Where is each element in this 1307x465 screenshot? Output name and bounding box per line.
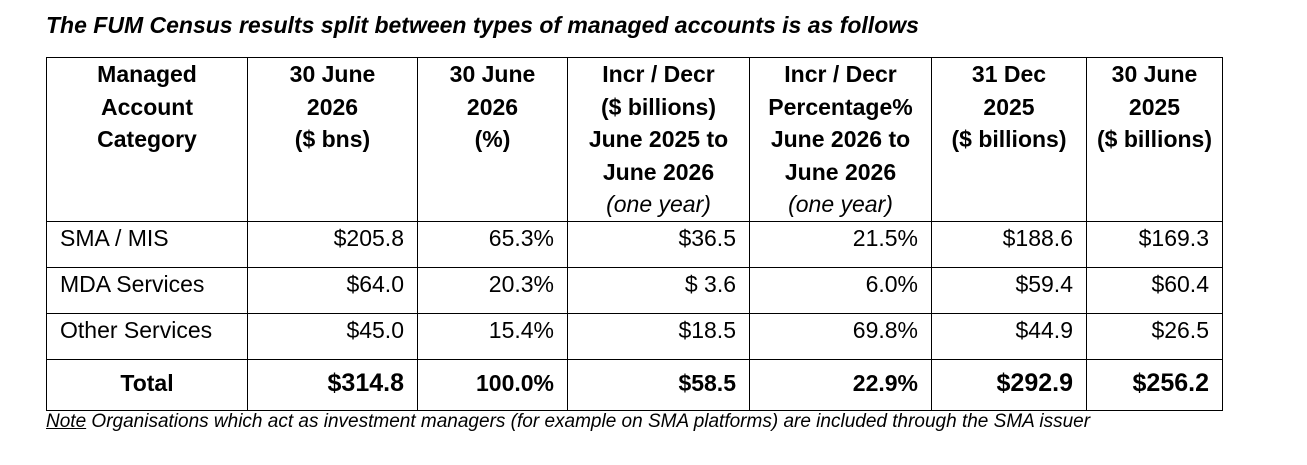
header-line: ($ bns): [294, 126, 371, 152]
table-row: SMA / MIS $205.8 65.3% $36.5 21.5% $188.…: [46, 220, 1223, 268]
header-line: 2026: [466, 93, 519, 120]
total-value-cell: $314.8: [247, 358, 418, 411]
value-cell: 15.4%: [417, 312, 568, 360]
value-cell: $64.0: [247, 266, 418, 314]
value-cell: $60.4: [1086, 266, 1223, 314]
header-line: Incr / Decr: [784, 61, 897, 87]
value-cell: 6.0%: [749, 266, 932, 314]
value-cell: 21.5%: [749, 220, 932, 268]
total-value-cell: $292.9: [931, 358, 1087, 411]
header-line: Category: [97, 126, 197, 152]
value-cell: 20.3%: [417, 266, 568, 314]
header-italic-line: (one year): [788, 191, 893, 217]
header-line: Managed: [97, 61, 197, 87]
header-line: 30 June: [449, 61, 536, 87]
header-line: 2025: [1128, 93, 1181, 120]
value-cell: $169.3: [1086, 220, 1223, 268]
value-cell: $18.5: [567, 312, 750, 360]
total-value-cell: $58.5: [567, 358, 750, 411]
header-incr-decr-percentage: Incr / Decr Percentage% June 2026 to Jun…: [749, 57, 932, 222]
value-cell: $59.4: [931, 266, 1087, 314]
footnote: Note Organisations which act as investme…: [46, 411, 1090, 433]
header-line: June 2026: [784, 158, 897, 185]
category-cell: SMA / MIS: [46, 220, 248, 268]
value-cell: 65.3%: [417, 220, 568, 268]
header-line: (%): [474, 126, 511, 152]
total-value-cell: 22.9%: [749, 358, 932, 411]
footnote-text: Organisations which act as investment ma…: [86, 411, 1091, 432]
page-title: The FUM Census results split between typ…: [46, 12, 919, 38]
header-june-2026-bns: 30 June 2026 ($ bns): [247, 57, 418, 222]
fum-census-table: Managed Account Category 30 June 2026 ($…: [46, 57, 1223, 411]
header-italic-line: (one year): [606, 191, 711, 217]
total-value-cell: 100.0%: [417, 358, 568, 411]
header-line: Incr / Decr: [602, 61, 715, 87]
header-line: Percentage%: [768, 93, 913, 120]
value-cell: 69.8%: [749, 312, 932, 360]
header-row: Managed Account Category 30 June 2026 ($…: [46, 57, 1223, 222]
header-line: 30 June: [1111, 61, 1198, 87]
value-cell: $36.5: [567, 220, 750, 268]
value-cell: $26.5: [1086, 312, 1223, 360]
header-incr-decr-billions: Incr / Decr ($ billions) June 2025 to Ju…: [567, 57, 750, 222]
header-category: Managed Account Category: [46, 57, 248, 222]
category-cell: MDA Services: [46, 266, 248, 314]
value-cell: $205.8: [247, 220, 418, 268]
value-cell: $45.0: [247, 312, 418, 360]
value-cell: $44.9: [931, 312, 1087, 360]
header-line: ($ billions): [951, 126, 1067, 152]
header-dec-2025: 31 Dec 2025 ($ billions): [931, 57, 1087, 222]
header-line: June 2026: [602, 158, 715, 185]
table-row: Other Services $45.0 15.4% $18.5 69.8% $…: [46, 312, 1223, 360]
value-cell: $ 3.6: [567, 266, 750, 314]
header-line: ($ billions): [601, 93, 716, 120]
value-cell: $188.6: [931, 220, 1087, 268]
header-line: 2026: [306, 93, 359, 120]
header-line: June 2025 to: [588, 126, 729, 152]
header-june-2025: 30 June 2025 ($ billions): [1086, 57, 1223, 222]
header-line: 30 June: [289, 61, 376, 87]
total-row: Total $314.8 100.0% $58.5 22.9% $292.9 $…: [46, 358, 1223, 411]
total-value-cell: $256.2: [1086, 358, 1223, 411]
header-line: Account: [101, 93, 193, 120]
footnote-label: Note: [46, 411, 87, 432]
header-line: June 2026 to: [770, 126, 911, 152]
header-line: 31 Dec: [971, 61, 1047, 87]
header-line: 2025: [983, 93, 1035, 120]
category-cell: Other Services: [46, 312, 248, 360]
table-row: MDA Services $64.0 20.3% $ 3.6 6.0% $59.…: [46, 266, 1223, 314]
total-label: Total: [46, 358, 248, 411]
header-june-2026-pct: 30 June 2026 (%): [417, 57, 568, 222]
header-line: ($ billions): [1097, 126, 1212, 152]
